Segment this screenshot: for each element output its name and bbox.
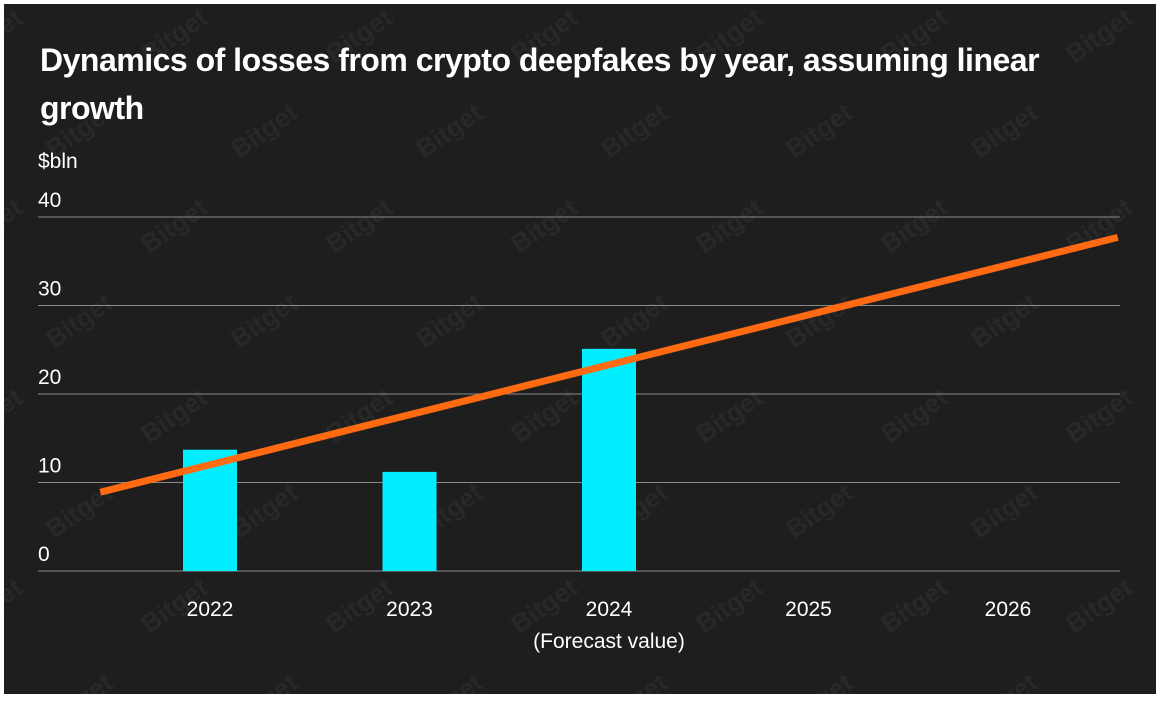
watermark-text: Bitget (780, 667, 858, 694)
trend-layer (99, 233, 1119, 496)
watermark-text: Bitget (875, 4, 953, 69)
watermark-text: Bitget (4, 382, 28, 449)
watermark-text: Bitget (875, 192, 953, 259)
watermark-text: Bitget (4, 192, 28, 259)
watermark-text: Bitget (1150, 477, 1156, 544)
bar-2024 (582, 348, 636, 571)
watermark-text: Bitget (595, 667, 673, 694)
watermark-text: Bitget (1060, 382, 1138, 449)
watermark-text: Bitget (505, 4, 583, 69)
watermark-text: Bitget (1060, 572, 1138, 639)
trend-line (99, 233, 1119, 496)
watermark-text: Bitget (780, 97, 858, 164)
watermark-text: Bitget (225, 97, 303, 164)
y-tick-label: 20 (38, 366, 61, 389)
watermark-text: Bitget (320, 4, 398, 69)
watermark-text: Bitget (40, 667, 118, 694)
watermark-text: Bitget (595, 97, 673, 164)
x-tick-label: 2023 (386, 598, 433, 621)
watermark-text: Bitget (965, 287, 1043, 354)
x-tick-label: 2025 (785, 598, 832, 621)
watermark-text: Bitget (225, 287, 303, 354)
watermark-text: Bitget (965, 477, 1043, 544)
watermark-text: Bitget (135, 4, 213, 69)
watermark-text: Bitget (1150, 287, 1156, 354)
watermark-text: Bitget (875, 572, 953, 639)
y-axis-label: $bln (38, 150, 78, 173)
watermark-text: Bitget (875, 382, 953, 449)
y-tick-label: 30 (38, 278, 61, 301)
x-tick-label: 2026 (985, 598, 1032, 621)
watermark-text: Bitget (690, 382, 768, 449)
watermark-text: Bitget (965, 667, 1043, 694)
watermark-text: Bitget (225, 667, 303, 694)
forecast-note: (Forecast value) (533, 630, 685, 653)
watermark-text: Bitget (690, 572, 768, 639)
watermark-text: Bitget (410, 287, 488, 354)
watermark-text: Bitget (965, 97, 1043, 164)
y-tick-label: 40 (38, 189, 61, 212)
watermark-text: Bitget (505, 192, 583, 259)
watermark-text: Bitget (40, 477, 118, 544)
chart-plot: BitgetBitgetBitgetBitgetBitgetBitgetBitg… (4, 4, 1156, 694)
watermark-text: Bitget (690, 4, 768, 69)
watermark-text: Bitget (4, 4, 28, 69)
y-tick-label: 10 (38, 455, 61, 478)
watermark-text: Bitget (410, 97, 488, 164)
x-tick-label: 2022 (187, 598, 234, 621)
watermark-layer: BitgetBitgetBitgetBitgetBitgetBitgetBitg… (4, 4, 1156, 694)
label-layer: 0 10 20 30 40 $bln 2022 2023 2024 2025 2026 (Foreca… (38, 150, 1031, 653)
watermark-text: Bitget (505, 572, 583, 639)
watermark-text: Bitget (320, 192, 398, 259)
watermark-text: Bitget (690, 192, 768, 259)
watermark-text: Bitget (505, 382, 583, 449)
bar-2023 (382, 471, 437, 571)
watermark-text: Bitget (135, 192, 213, 259)
x-tick-label: 2024 (586, 598, 633, 621)
watermark-text: Bitget (410, 667, 488, 694)
watermark-text: Bitget (780, 477, 858, 544)
watermark-text: Bitget (4, 572, 28, 639)
watermark-text: Bitget (135, 382, 213, 449)
watermark-text: Bitget (1150, 97, 1156, 164)
watermark-text: Bitget (320, 382, 398, 449)
watermark-text: Bitget (595, 287, 673, 354)
y-tick-label: 0 (38, 543, 50, 566)
chart-title: Dynamics of losses from crypto deepfakes… (40, 42, 1040, 126)
watermark-text: Bitget (1150, 667, 1156, 694)
bar-layer (183, 348, 636, 571)
watermark-text: Bitget (1060, 4, 1138, 69)
chart-panel: Dynamics of losses from crypto deepfakes… (4, 4, 1156, 694)
